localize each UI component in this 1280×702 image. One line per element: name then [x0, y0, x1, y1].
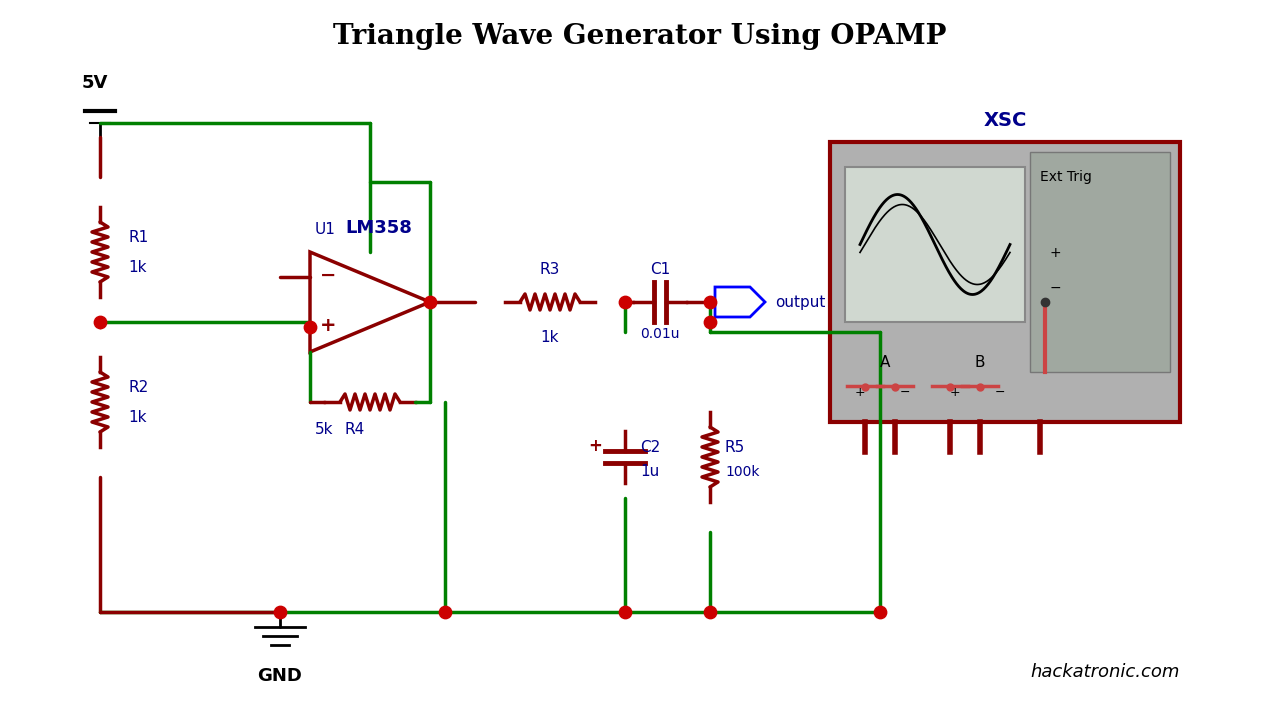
Bar	[845, 167, 1025, 322]
Text: 5V: 5V	[82, 74, 109, 92]
Text: +: +	[1050, 246, 1061, 260]
Text: R2: R2	[128, 380, 148, 395]
Point	[614, 296, 635, 307]
Point	[700, 317, 721, 328]
FancyBboxPatch shape	[829, 142, 1180, 422]
Text: B: B	[975, 355, 986, 369]
Point	[300, 322, 320, 333]
Text: 0.01u: 0.01u	[640, 327, 680, 341]
Text: output: output	[774, 295, 826, 310]
Text: 1u: 1u	[640, 465, 659, 479]
Text: R3: R3	[540, 262, 561, 277]
Point	[270, 607, 291, 618]
Text: Triangle Wave Generator Using OPAMP: Triangle Wave Generator Using OPAMP	[333, 23, 947, 51]
Text: +: +	[588, 437, 602, 455]
Text: U1: U1	[315, 222, 335, 237]
Text: 5k: 5k	[315, 422, 334, 437]
Text: A: A	[879, 355, 890, 369]
Point	[700, 607, 721, 618]
Text: −: −	[995, 385, 1005, 399]
Text: +: +	[950, 385, 960, 399]
Text: C2: C2	[640, 439, 660, 454]
Point	[435, 607, 456, 618]
Text: +: +	[855, 385, 865, 399]
Text: −: −	[900, 385, 910, 399]
Point	[870, 607, 891, 618]
Text: hackatronic.com: hackatronic.com	[1030, 663, 1180, 681]
Point	[420, 296, 440, 307]
Point	[90, 317, 110, 328]
Text: +: +	[320, 315, 337, 334]
Text: Ext Trig: Ext Trig	[1039, 170, 1092, 184]
Text: XSC: XSC	[983, 111, 1027, 130]
Text: 100k: 100k	[724, 465, 759, 479]
Point	[614, 607, 635, 618]
Text: −: −	[320, 265, 337, 284]
Text: 1k: 1k	[540, 330, 559, 345]
Text: C1: C1	[650, 262, 671, 277]
Text: −: −	[1050, 281, 1061, 295]
Text: 1k: 1k	[128, 409, 146, 425]
Text: 1k: 1k	[128, 260, 146, 274]
Bar	[1030, 152, 1170, 372]
Text: R4: R4	[346, 422, 365, 437]
Text: R5: R5	[724, 439, 745, 454]
Text: R1: R1	[128, 230, 148, 244]
Text: LM358: LM358	[346, 219, 412, 237]
Text: GND: GND	[257, 667, 302, 685]
Point	[700, 296, 721, 307]
